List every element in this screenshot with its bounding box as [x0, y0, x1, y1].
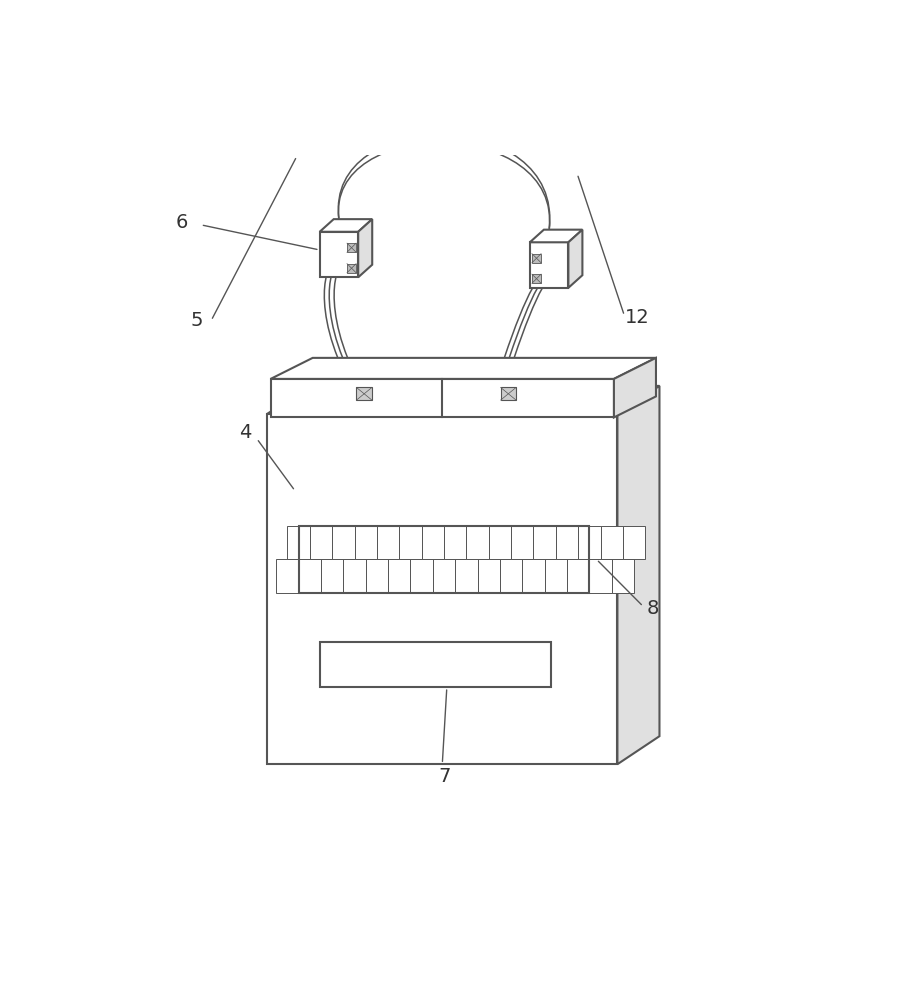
- Bar: [347, 243, 356, 252]
- Polygon shape: [358, 219, 372, 277]
- Bar: [387, 559, 410, 593]
- Bar: [433, 559, 455, 593]
- Bar: [366, 559, 387, 593]
- Text: 4: 4: [238, 423, 251, 442]
- Bar: [489, 526, 510, 559]
- Bar: [298, 526, 589, 593]
- Bar: [276, 559, 298, 593]
- Bar: [499, 559, 522, 593]
- Polygon shape: [529, 230, 582, 242]
- Text: 5: 5: [190, 311, 202, 330]
- Text: 12: 12: [624, 308, 648, 327]
- Bar: [321, 559, 343, 593]
- Text: 8: 8: [647, 599, 658, 618]
- Bar: [267, 414, 617, 764]
- Bar: [477, 559, 499, 593]
- Bar: [510, 526, 533, 559]
- Bar: [611, 559, 633, 593]
- Polygon shape: [617, 386, 659, 764]
- Bar: [466, 526, 489, 559]
- Polygon shape: [568, 230, 582, 288]
- Bar: [443, 526, 466, 559]
- Bar: [270, 379, 613, 417]
- Polygon shape: [613, 358, 656, 417]
- Bar: [399, 526, 421, 559]
- Bar: [421, 526, 443, 559]
- Bar: [331, 526, 354, 559]
- Bar: [600, 526, 622, 559]
- Bar: [500, 387, 516, 400]
- Bar: [310, 526, 331, 559]
- Bar: [455, 559, 477, 593]
- Bar: [531, 274, 541, 283]
- Bar: [287, 526, 310, 559]
- Bar: [545, 559, 566, 593]
- Polygon shape: [270, 358, 656, 379]
- Bar: [298, 559, 321, 593]
- Bar: [377, 526, 399, 559]
- Text: 7: 7: [438, 767, 451, 786]
- Bar: [356, 387, 371, 400]
- Bar: [410, 559, 433, 593]
- Text: 6: 6: [176, 213, 188, 232]
- Bar: [531, 254, 541, 263]
- Polygon shape: [320, 219, 372, 232]
- Bar: [622, 526, 645, 559]
- Bar: [320, 642, 550, 687]
- Bar: [578, 526, 600, 559]
- Bar: [566, 559, 589, 593]
- Bar: [529, 242, 568, 288]
- Bar: [343, 559, 366, 593]
- Polygon shape: [267, 386, 659, 414]
- Bar: [533, 526, 555, 559]
- Bar: [589, 559, 611, 593]
- Bar: [555, 526, 578, 559]
- Bar: [354, 526, 377, 559]
- Bar: [347, 264, 356, 273]
- Bar: [320, 232, 358, 277]
- Bar: [522, 559, 545, 593]
